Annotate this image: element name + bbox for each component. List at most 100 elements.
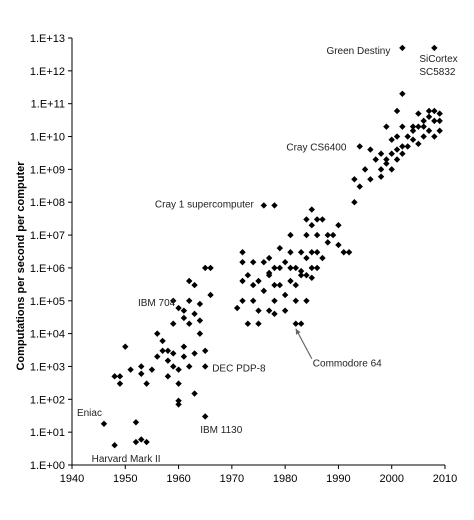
data-point: [287, 277, 294, 285]
data-point: [425, 113, 433, 120]
data-point: [154, 353, 161, 360]
x-tick-label: 1990: [326, 473, 350, 485]
annotation-ibm-704: IBM 704: [138, 298, 176, 309]
y-tick-label: 1.E+01: [30, 427, 65, 439]
annotation-sc5832: SC5832: [419, 67, 456, 78]
data-point: [303, 297, 310, 304]
data-point: [308, 264, 315, 272]
data-point: [313, 216, 321, 223]
x-tick-label: 2010: [433, 473, 457, 485]
y-tick-label: 1.E+08: [30, 197, 65, 209]
data-point: [409, 123, 417, 130]
data-point: [308, 206, 315, 213]
data-point: [393, 133, 401, 140]
y-tick-label: 1.E+06: [30, 263, 65, 275]
data-point: [138, 363, 145, 370]
data-point: [351, 199, 358, 206]
data-point: [319, 254, 326, 262]
data-point: [260, 258, 268, 266]
data-point: [164, 347, 172, 354]
data-point: [249, 297, 257, 304]
data-point: [116, 373, 124, 380]
data-point: [404, 133, 411, 140]
data-point: [292, 297, 299, 304]
data-point: [196, 317, 204, 324]
data-point: [367, 146, 374, 153]
data-point: [202, 347, 209, 354]
data-point: [388, 166, 395, 173]
annotation-arrow-line: [295, 328, 313, 360]
data-point: [191, 281, 198, 289]
data-point: [239, 249, 246, 256]
y-tick-label: 1.E+05: [30, 296, 65, 308]
data-point: [399, 90, 406, 98]
data-point: [356, 143, 363, 150]
x-tick-label: 1950: [113, 473, 137, 485]
data-point: [292, 281, 299, 289]
data-point: [425, 107, 433, 115]
data-point: [292, 264, 299, 272]
data-point: [303, 231, 310, 239]
data-point: [313, 249, 321, 256]
data-point: [377, 173, 385, 180]
data-point: [180, 343, 188, 350]
data-point: [276, 244, 284, 252]
annotation-harvard-mark-ii: Harvard Mark II: [92, 454, 161, 465]
data-point: [100, 420, 108, 427]
data-point: [239, 297, 246, 304]
data-point: [420, 123, 427, 130]
data-point: [361, 166, 369, 173]
annotation-eniac: Eniac: [77, 408, 102, 419]
y-tick-label: 1.E+03: [30, 361, 65, 373]
data-point: [308, 274, 315, 282]
x-axis-ticks: 1940 1950 1960 1970 1980 1990 2000 2010: [60, 465, 457, 485]
data-point: [143, 438, 150, 446]
data-point: [297, 249, 305, 256]
data-point: [260, 202, 268, 209]
x-tick-label: 1940: [60, 473, 84, 485]
x-tick-label: 1970: [220, 473, 244, 485]
data-point: [431, 133, 438, 140]
y-tick-label: 1.E+13: [30, 33, 65, 45]
annotation-sicortex: SiCortex: [419, 54, 457, 65]
data-point: [244, 320, 252, 327]
data-point: [170, 363, 177, 370]
data-point: [249, 258, 257, 266]
data-point: [340, 249, 347, 256]
data-point: [180, 314, 188, 322]
annotation-green-destiny: Green Destiny: [326, 46, 390, 57]
data-point: [207, 264, 214, 272]
data-point: [303, 254, 310, 262]
data-point: [297, 267, 305, 275]
data-point: [287, 249, 294, 256]
data-point: [271, 310, 278, 318]
data-point: [388, 150, 395, 157]
data-point: [191, 350, 198, 357]
data-point: [324, 239, 331, 246]
data-point: [329, 231, 337, 239]
data-point: [164, 373, 172, 380]
data-point: [281, 291, 289, 299]
data-point: [202, 264, 209, 272]
data-point: [138, 370, 145, 377]
data-point: [425, 127, 433, 134]
data-point: [122, 343, 129, 350]
data-point: [383, 123, 390, 130]
data-point: [303, 216, 310, 223]
data-point: [377, 166, 385, 173]
data-point: [297, 272, 305, 279]
data-point: [127, 366, 134, 373]
data-point: [191, 390, 198, 397]
data-point: [276, 281, 284, 289]
data-point: [244, 272, 252, 279]
data-point: [287, 264, 294, 272]
data-point: [399, 123, 406, 130]
data-point: [186, 277, 193, 285]
data-point: [335, 241, 342, 249]
data-point: [154, 330, 161, 337]
data-point: [297, 320, 305, 327]
data-point: [404, 143, 411, 150]
data-point: [255, 277, 262, 285]
data-point: [399, 143, 406, 150]
